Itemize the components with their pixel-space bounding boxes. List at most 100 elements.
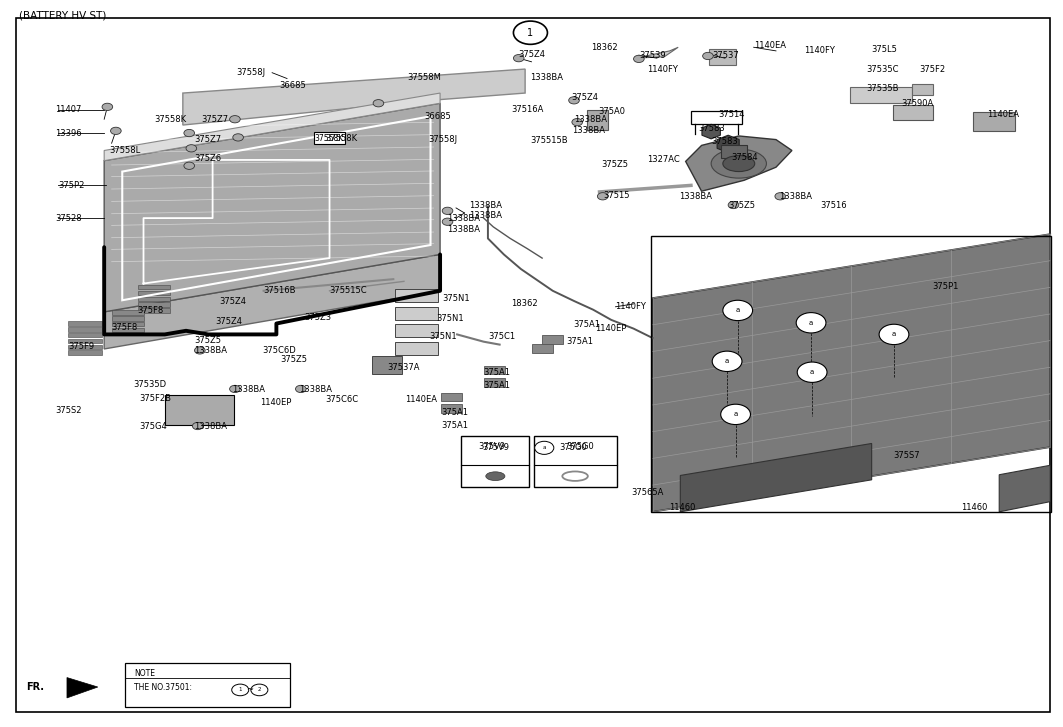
Circle shape — [195, 347, 205, 354]
Text: 1338BA: 1338BA — [299, 385, 332, 394]
Text: ~: ~ — [247, 686, 253, 694]
Text: 37558M: 37558M — [407, 73, 441, 82]
Text: 375Z5: 375Z5 — [195, 336, 221, 345]
Text: 37590A: 37590A — [901, 99, 933, 108]
Text: 375G0: 375G0 — [559, 443, 587, 452]
Text: 1: 1 — [238, 688, 242, 692]
Bar — [138, 297, 170, 301]
Bar — [395, 307, 438, 320]
Polygon shape — [104, 254, 440, 349]
Text: 37583: 37583 — [711, 137, 738, 146]
Bar — [651, 236, 1051, 512]
Text: NOTE: NOTE — [134, 669, 155, 678]
Bar — [372, 356, 402, 374]
Text: 37535B: 37535B — [866, 84, 899, 93]
Text: 37516B: 37516B — [264, 286, 297, 294]
Circle shape — [233, 134, 243, 141]
Text: 37535D: 37535D — [133, 380, 166, 389]
Bar — [691, 111, 742, 124]
Polygon shape — [680, 443, 872, 512]
Text: 37584: 37584 — [731, 153, 758, 161]
Text: a: a — [736, 308, 740, 313]
Text: 375Z4: 375Z4 — [216, 317, 242, 326]
Text: 36685: 36685 — [280, 81, 306, 90]
Circle shape — [796, 313, 826, 333]
Text: 1140EA: 1140EA — [754, 41, 786, 49]
Circle shape — [102, 103, 113, 111]
Circle shape — [572, 119, 583, 126]
Text: 37583: 37583 — [698, 124, 725, 133]
Circle shape — [373, 100, 384, 107]
Bar — [484, 378, 505, 387]
Bar — [68, 321, 102, 326]
Text: 37515: 37515 — [604, 191, 630, 200]
Text: a: a — [809, 320, 813, 326]
Text: a: a — [810, 369, 814, 375]
Circle shape — [230, 385, 240, 393]
Text: 375A1: 375A1 — [567, 337, 593, 346]
Text: 36685: 36685 — [424, 112, 451, 121]
Text: a: a — [733, 411, 738, 417]
Text: 37528: 37528 — [55, 214, 82, 222]
Text: 11460: 11460 — [961, 503, 988, 512]
Text: 1338BA: 1338BA — [779, 192, 812, 201]
Circle shape — [775, 193, 786, 200]
Polygon shape — [67, 678, 98, 698]
Circle shape — [513, 21, 547, 44]
Ellipse shape — [562, 471, 588, 481]
Text: 375Z4: 375Z4 — [519, 50, 545, 59]
Text: a: a — [892, 332, 896, 337]
Bar — [138, 302, 170, 307]
Bar — [587, 110, 608, 130]
Text: 375Z6: 375Z6 — [195, 154, 222, 163]
Circle shape — [879, 324, 909, 345]
Circle shape — [703, 52, 713, 60]
Text: 375A0: 375A0 — [598, 107, 625, 116]
Text: 375N1: 375N1 — [436, 314, 463, 323]
Bar — [112, 322, 144, 326]
Bar — [893, 105, 933, 120]
Circle shape — [251, 684, 268, 696]
Text: 1338BA: 1338BA — [448, 214, 480, 222]
Text: 37558K: 37558K — [315, 134, 344, 142]
Text: 375S2: 375S2 — [55, 406, 82, 414]
Text: 1338BA: 1338BA — [530, 73, 563, 82]
Text: 11407: 11407 — [55, 105, 82, 114]
Text: 375L5: 375L5 — [872, 45, 897, 54]
Ellipse shape — [711, 149, 766, 178]
Bar — [68, 350, 102, 355]
Text: 1338BA: 1338BA — [572, 126, 605, 135]
Text: 375C6C: 375C6C — [325, 395, 358, 404]
Polygon shape — [653, 234, 1050, 512]
Circle shape — [184, 162, 195, 169]
Text: a: a — [725, 358, 729, 364]
Circle shape — [728, 201, 739, 209]
Circle shape — [797, 362, 827, 382]
Circle shape — [513, 55, 524, 62]
Text: (BATTERY HV ST): (BATTERY HV ST) — [19, 11, 106, 21]
Circle shape — [569, 97, 579, 104]
Text: 375G0: 375G0 — [567, 442, 594, 451]
Text: 37558L: 37558L — [109, 146, 140, 155]
Bar — [165, 395, 234, 425]
Text: 37558K: 37558K — [325, 134, 357, 142]
Text: 37516A: 37516A — [511, 105, 543, 114]
Text: 1140FY: 1140FY — [647, 65, 678, 73]
Text: 13396: 13396 — [55, 129, 82, 137]
Bar — [721, 145, 747, 158]
Text: 375G4: 375G4 — [139, 422, 167, 431]
Bar — [395, 289, 438, 302]
Polygon shape — [999, 465, 1050, 512]
Text: 375N1: 375N1 — [442, 294, 470, 302]
Text: 375A1: 375A1 — [441, 421, 468, 430]
Text: 1338BA: 1338BA — [574, 115, 607, 124]
Text: 375F2: 375F2 — [919, 65, 946, 73]
Bar — [112, 316, 144, 321]
Bar — [441, 404, 462, 413]
Text: 375C6D: 375C6D — [263, 346, 297, 355]
Text: a: a — [542, 446, 546, 450]
Circle shape — [111, 127, 121, 134]
Text: 375Z4: 375Z4 — [219, 297, 246, 306]
Text: 1140EA: 1140EA — [988, 110, 1019, 119]
Bar — [125, 663, 290, 707]
